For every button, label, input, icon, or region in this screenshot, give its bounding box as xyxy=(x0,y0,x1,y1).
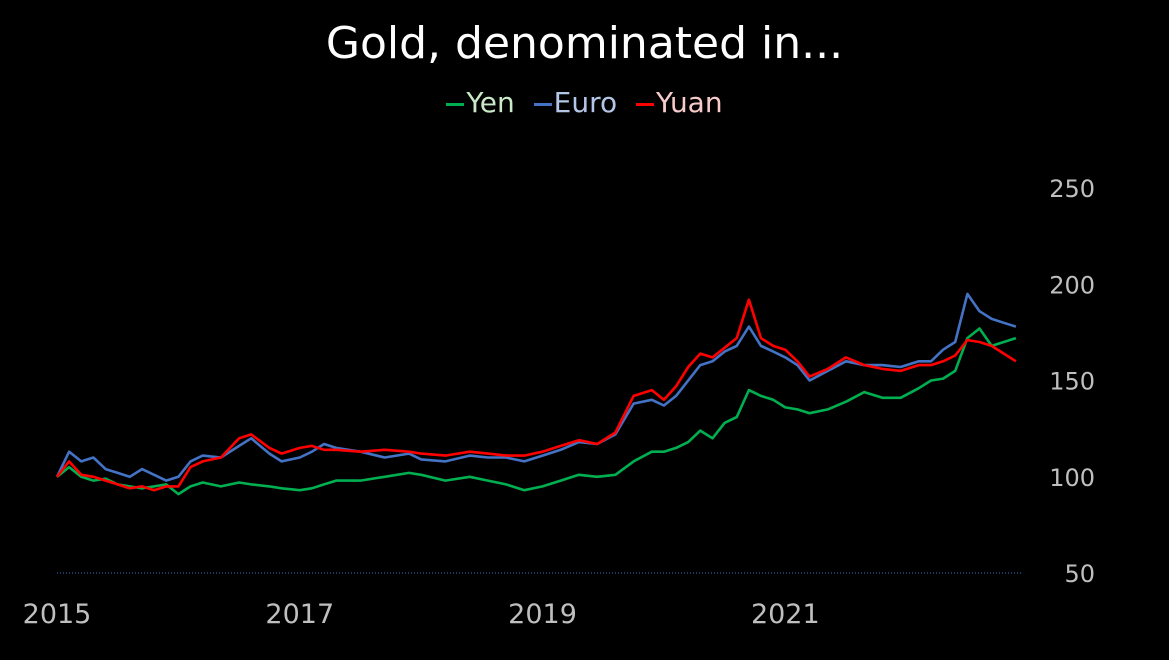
y-axis-ticks: 50 100 150 200 250 xyxy=(1049,175,1095,588)
series-group xyxy=(55,292,1017,496)
x-tick-label: 2021 xyxy=(751,599,820,630)
legend-label-euro: Euro xyxy=(553,86,618,119)
x-tick-label: 2015 xyxy=(23,599,92,630)
x-axis-ticks: 2015 2017 2019 2021 xyxy=(23,599,820,630)
legend-item-yen: Yen xyxy=(446,86,523,119)
y-tick-label: 50 xyxy=(1064,560,1095,588)
legend-item-yuan: Yuan xyxy=(636,86,723,119)
y-tick-label: 250 xyxy=(1049,175,1095,203)
legend-label-yen: Yen xyxy=(466,86,515,119)
y-tick-label: 100 xyxy=(1049,464,1095,492)
chart-title: Gold, denominated in... xyxy=(325,18,844,69)
y-tick-label: 200 xyxy=(1049,271,1095,299)
x-tick-label: 2017 xyxy=(265,599,334,630)
series-line-yuan xyxy=(55,298,1017,492)
legend-swatch-euro xyxy=(533,102,552,106)
legend-swatch-yuan xyxy=(636,102,655,106)
legend-swatch-yen xyxy=(446,102,465,106)
x-tick-label: 2019 xyxy=(508,599,577,630)
legend-label-yuan: Yuan xyxy=(656,86,723,119)
series-line-yen xyxy=(56,327,1017,496)
y-tick-label: 150 xyxy=(1049,368,1095,396)
legend: Yen Euro Yuan xyxy=(0,86,1169,119)
legend-item-euro: Euro xyxy=(533,86,626,119)
